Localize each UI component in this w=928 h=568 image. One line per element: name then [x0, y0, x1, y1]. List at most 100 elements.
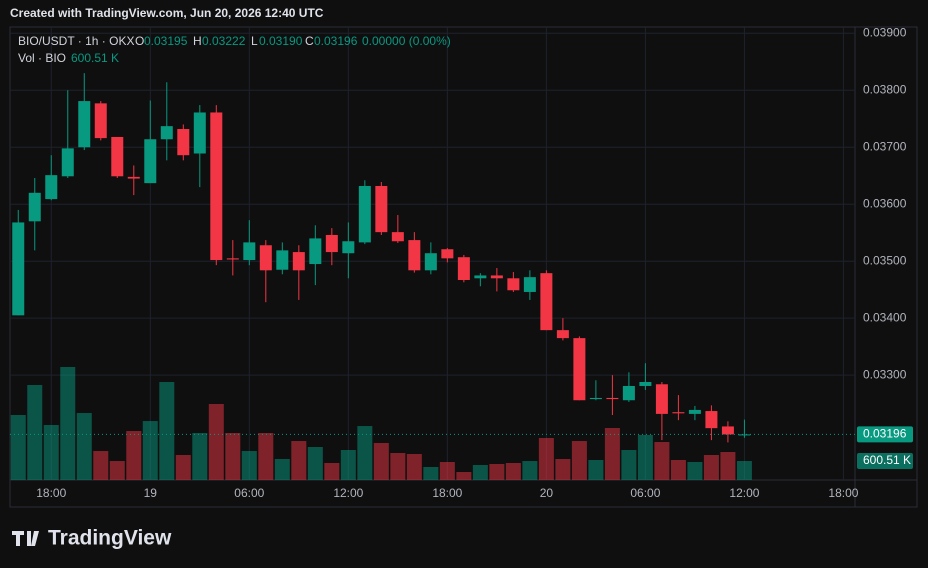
candle-body: [375, 185, 388, 233]
candle-body: [507, 278, 520, 291]
volume-bar: [406, 453, 422, 480]
volume-bar: [373, 443, 389, 480]
volume-bar: [720, 451, 736, 480]
candle-body: [474, 275, 487, 279]
volume-bars: [10, 367, 752, 480]
candle-body: [309, 238, 322, 265]
volume-bar: [654, 441, 670, 480]
legend-key: C: [305, 34, 314, 48]
candle-body: [441, 249, 454, 259]
brand-logo: [12, 531, 39, 546]
volume-bar: [142, 421, 158, 480]
volume-bar: [324, 463, 340, 480]
x-tick-label: 18:00: [432, 486, 462, 500]
candle-body: [457, 257, 470, 280]
legend-symbol: BIO/USDT · 1h · OKX: [18, 34, 134, 48]
volume-bar: [93, 451, 109, 480]
legend-key: L: [251, 34, 258, 48]
candle-body: [111, 136, 124, 177]
volume-bar: [175, 455, 191, 480]
legend-value: 0.03196: [314, 34, 358, 48]
volume-bar: [637, 435, 653, 480]
volume-bar: [208, 403, 224, 480]
brand: TradingView: [12, 527, 172, 550]
volume-bar: [522, 461, 538, 480]
candle-body: [573, 338, 586, 401]
candle-body: [358, 185, 371, 243]
volume-bar: [736, 460, 752, 480]
candle-body: [622, 385, 635, 401]
y-tick-label: 0.03600: [863, 196, 907, 210]
volume-bar: [604, 428, 620, 480]
legend-vol: 600.51 K: [71, 51, 119, 65]
x-tick-label: 12:00: [729, 486, 759, 500]
candle-body: [705, 411, 718, 429]
candle-body: [342, 241, 355, 254]
candle-body: [721, 426, 734, 435]
candle-body: [61, 148, 74, 177]
volume-bar: [291, 441, 307, 480]
candle-body: [639, 381, 652, 386]
candle-body: [28, 192, 41, 222]
volume-bar: [423, 466, 439, 480]
x-tick-label: 06:00: [630, 486, 660, 500]
volume-bar: [27, 385, 43, 480]
volume-bar: [456, 471, 472, 480]
candle-body: [672, 412, 685, 414]
candle-body: [127, 176, 140, 179]
volume-bar: [159, 381, 175, 480]
volume-bar: [192, 433, 208, 480]
volume-bar: [307, 446, 323, 480]
legend-value: 0.03195: [144, 34, 188, 48]
legend: BIO/USDT · 1h · OKX O 0.03195 H 0.03222 …: [18, 34, 451, 65]
volume-bar: [670, 460, 686, 480]
volume-bar: [538, 438, 554, 480]
brand-name: TradingView: [48, 527, 172, 550]
legend-key: H: [193, 34, 202, 48]
legend-change: 0.00000 (0.00%): [362, 34, 451, 48]
candle-body: [655, 384, 668, 414]
candle-body: [556, 330, 569, 339]
candle-body: [160, 126, 173, 140]
volume-bar: [109, 461, 125, 480]
volume-bar: [76, 413, 92, 480]
volume-bar: [258, 433, 274, 480]
legend-key: O: [135, 34, 144, 48]
volume-bar: [10, 415, 26, 480]
candle-body: [177, 128, 190, 156]
candle-body: [276, 250, 289, 270]
x-tick-label: 19: [144, 486, 158, 500]
legend-value: 0.03190: [259, 34, 303, 48]
last-price-label: 0.03196: [863, 427, 907, 441]
legend-value: 0.03222: [202, 34, 246, 48]
candles: [10, 73, 855, 443]
last-price-tag: [857, 426, 913, 443]
volume-bar: [241, 451, 257, 480]
volume-bar: [472, 465, 488, 480]
volume-bar: [439, 461, 455, 480]
volume-bar: [555, 458, 571, 480]
x-tick-label: 18:00: [36, 486, 66, 500]
volume-bar: [126, 431, 142, 480]
y-tick-label: 0.03900: [863, 25, 907, 39]
candle-body: [45, 175, 58, 200]
candle-body: [12, 222, 25, 316]
candle-body: [490, 275, 503, 279]
volume-bar: [390, 453, 406, 480]
y-tick-label: 0.03800: [863, 82, 907, 96]
candle-body: [606, 397, 619, 400]
candle-body: [688, 409, 701, 414]
candle-body: [424, 253, 437, 271]
candle-body: [259, 245, 272, 271]
candle-body: [408, 240, 421, 271]
caption: Created with TradingView.com, Jun 20, 20…: [10, 6, 324, 20]
volume-bar: [357, 426, 373, 480]
y-tick-label: 0.03400: [863, 310, 907, 324]
candle-body: [589, 397, 602, 400]
volume-tag-label: 600.51 K: [863, 453, 911, 467]
volume-bar: [687, 461, 703, 480]
axes: 0.03900 0.03800 0.03700 0.03600 0.03500 0.034…: [36, 25, 913, 500]
legend-vol-key: Vol · BIO: [18, 51, 66, 65]
volume-bar: [621, 450, 637, 480]
